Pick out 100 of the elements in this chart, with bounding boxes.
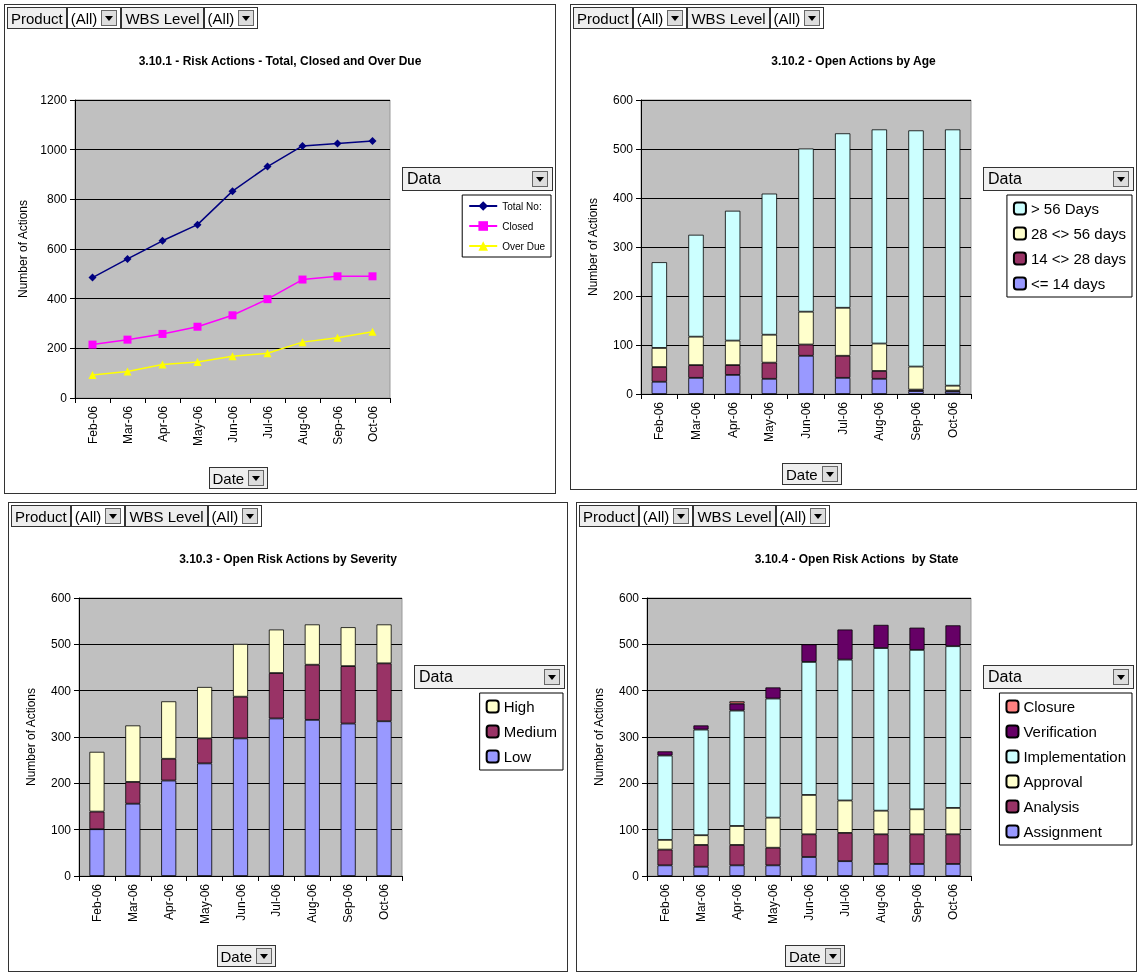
x-tick-label: Apr-06 <box>161 883 176 921</box>
y-tick-label: 0 <box>64 869 72 883</box>
legend-label: <= 14 days <box>1030 275 1106 292</box>
point <box>368 136 377 145</box>
x-tick-label: Oct-06 <box>946 883 960 921</box>
text: Product <box>583 507 635 525</box>
point <box>123 254 132 263</box>
x-tick-label: Oct-06 <box>365 405 380 443</box>
legend-label: Analysis <box>1023 798 1080 815</box>
y-axis-title: Number of Actions <box>586 197 600 297</box>
y-tick-label: 500 <box>50 637 72 652</box>
legend-label: Approval <box>1023 773 1083 790</box>
y-tick-label: 600 <box>46 242 68 256</box>
text: (All) <box>207 9 235 27</box>
x-tick-label: Sep-06 <box>909 401 923 441</box>
x-tick-label: Apr-06 <box>725 401 740 439</box>
text: WBS Level <box>691 9 766 27</box>
x-tick-label: Aug-06 <box>872 401 887 441</box>
point <box>263 295 272 304</box>
y-tick-label: 1200 <box>40 93 68 107</box>
point <box>298 275 307 284</box>
legend-label: Over Due <box>502 240 546 252</box>
y-tick-label: 200 <box>618 776 640 791</box>
y-tick-label: 100 <box>612 338 634 352</box>
legend-label: Implementation <box>1023 748 1127 765</box>
legend-label: 28 <> 56 days <box>1030 225 1126 242</box>
legend-title: Data <box>407 170 441 188</box>
x-tick-label: May-06 <box>197 883 212 925</box>
x-tick-label: Jul-06 <box>835 401 850 435</box>
x-tick-label: May-06 <box>762 401 777 443</box>
text: (All) <box>642 507 670 525</box>
legend-label: Total No: <box>502 200 542 212</box>
text: Product <box>15 507 67 525</box>
x-tick-label: Feb-06 <box>85 405 100 445</box>
y-tick-label: 400 <box>612 191 634 205</box>
legend-label: Assignment <box>1023 823 1103 840</box>
point <box>193 322 202 331</box>
x-tick-label: Jun-06 <box>233 883 248 921</box>
text: (All) <box>74 507 102 525</box>
y-tick-label: 0 <box>60 391 68 405</box>
text: (All) <box>773 9 801 27</box>
text: WBS Level <box>129 507 204 525</box>
legend-label: High <box>503 698 535 715</box>
y-tick-label: 400 <box>618 683 640 698</box>
y-tick-label: 0 <box>632 869 640 883</box>
y-tick-label: 200 <box>50 776 72 791</box>
y-tick-label: 200 <box>46 341 68 356</box>
y-axis-title: Number of Actions <box>16 199 31 299</box>
text: WBS Level <box>697 507 772 525</box>
y-tick-label: 100 <box>50 822 72 837</box>
chart-title: 3.10.1 - Risk Actions - Total, Closed and Over Due <box>138 54 422 68</box>
x-axis-title: Date <box>212 469 245 487</box>
legend-label: > 56 Days <box>1030 200 1099 217</box>
y-tick-label: 400 <box>50 683 72 698</box>
x-axis-title: Date <box>789 947 821 965</box>
point <box>228 187 237 196</box>
point <box>298 141 307 150</box>
x-tick-label: Jul-06 <box>838 883 852 917</box>
y-tick-label: 0 <box>626 387 634 401</box>
x-tick-label: Sep-06 <box>910 883 924 923</box>
point <box>228 311 237 320</box>
legend-label: 14 <> 28 days <box>1030 250 1126 267</box>
point <box>333 333 342 342</box>
point <box>158 236 167 245</box>
y-tick-label: 1000 <box>40 142 68 157</box>
point <box>88 370 97 379</box>
legend-label: Closure <box>1023 698 1076 715</box>
point <box>88 273 97 282</box>
x-tick-label: Oct-06 <box>945 401 960 439</box>
x-tick-label: Apr-06 <box>730 883 744 921</box>
point <box>263 162 272 171</box>
point <box>368 327 377 336</box>
x-tick-label: Mar-06 <box>694 883 708 923</box>
x-tick-label: Feb-06 <box>652 401 667 441</box>
x-tick-label: May-06 <box>766 883 780 925</box>
x-tick-label: Feb-06 <box>89 883 104 923</box>
text: (All) <box>636 9 664 27</box>
chart-title: 3.10.2 - Open Actions by Age <box>771 54 937 68</box>
y-tick-label: 500 <box>618 637 640 652</box>
point <box>333 139 342 148</box>
legend-label: Closed <box>502 220 534 232</box>
x-axis-title: Date <box>220 947 253 965</box>
legend-label: Verification <box>1023 723 1097 740</box>
x-tick-label: Jun-06 <box>799 401 813 439</box>
y-tick-label: 600 <box>50 591 72 605</box>
text: Product <box>577 9 629 27</box>
y-axis-title: Number of Actions <box>24 687 38 787</box>
x-tick-label: Aug-06 <box>295 405 310 445</box>
x-tick-label: Feb-06 <box>658 883 672 923</box>
x-tick-label: Sep-06 <box>341 883 356 923</box>
x-tick-label: Oct-06 <box>377 883 392 921</box>
legend-title: Data <box>419 668 453 686</box>
x-tick-label: Jul-06 <box>260 405 275 439</box>
point <box>158 360 167 369</box>
text: WBS Level <box>125 9 200 27</box>
point <box>193 357 202 366</box>
x-tick-label: May-06 <box>190 405 205 447</box>
x-tick-label: Sep-06 <box>330 405 345 445</box>
y-tick-label: 300 <box>50 730 72 744</box>
text: (All) <box>70 9 98 27</box>
